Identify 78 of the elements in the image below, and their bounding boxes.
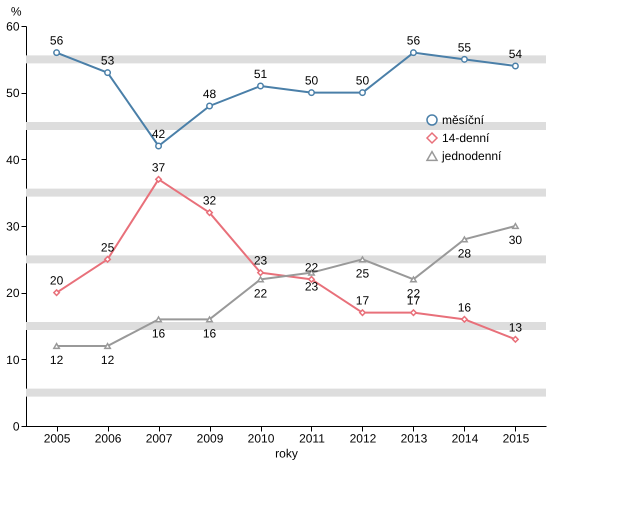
x-tick-label: 2012	[350, 432, 377, 446]
data-label: 13	[508, 320, 522, 334]
point	[410, 309, 417, 316]
data-label: 16	[458, 300, 472, 314]
data-label: 30	[508, 233, 522, 247]
point	[155, 176, 162, 183]
point	[308, 89, 315, 96]
point	[104, 69, 112, 76]
point	[155, 142, 162, 150]
data-label: 54	[508, 47, 522, 61]
point	[358, 309, 366, 316]
data-label: 25	[100, 240, 115, 254]
point	[155, 316, 162, 322]
data-label: 48	[202, 87, 217, 101]
x-tick-label: 2005	[44, 432, 71, 446]
x-tick-label: 2006	[94, 432, 122, 446]
data-label: 28	[458, 246, 472, 260]
data-label: 16	[152, 326, 166, 340]
legend-label: 14-denní	[442, 131, 490, 145]
y-tick-label: 50	[6, 86, 20, 100]
x-axis-title: roky	[275, 446, 298, 460]
y-tick-label: 10	[6, 352, 20, 367]
point	[53, 49, 60, 56]
point	[512, 62, 519, 70]
data-label: 17	[356, 294, 370, 308]
data-label: 56	[406, 34, 420, 48]
data-label: 55	[458, 40, 472, 54]
data-label: 22	[254, 286, 268, 300]
point	[410, 276, 417, 282]
point	[206, 316, 214, 322]
point	[410, 49, 417, 56]
legend-label: měsíční	[442, 113, 485, 127]
x-tick-label: 2013	[400, 432, 428, 446]
y-tick-label: 30	[6, 220, 20, 234]
data-label: 50	[356, 74, 370, 88]
data-label: 23	[304, 280, 318, 294]
data-label: 37	[152, 160, 166, 174]
point	[512, 336, 519, 343]
data-label: 22	[304, 260, 318, 274]
x-tick-label: 2010	[248, 432, 275, 446]
point	[460, 56, 468, 63]
data-label: 12	[50, 353, 64, 367]
point	[512, 222, 519, 230]
x-tick-label: 2015	[502, 432, 530, 446]
x-tick-label: 2011	[299, 432, 326, 446]
point	[460, 316, 468, 323]
x-tick-label: 2009	[196, 432, 224, 446]
x-tick-label: 2007	[146, 432, 173, 446]
point	[257, 82, 264, 90]
point	[53, 289, 60, 296]
point	[206, 102, 214, 110]
point	[104, 342, 112, 350]
y-axis-title: %	[10, 4, 22, 18]
x-tick-label: 2014	[452, 432, 479, 446]
data-label: 12	[100, 353, 115, 367]
point	[460, 236, 468, 242]
point	[206, 209, 214, 216]
point	[104, 256, 112, 263]
point	[358, 256, 366, 262]
y-tick-label: 20	[6, 286, 20, 300]
y-tick-label: 40	[6, 152, 20, 167]
data-label: 16	[202, 326, 217, 340]
data-label: 25	[356, 266, 370, 280]
y-tick-label: 60	[6, 20, 20, 34]
point	[53, 342, 60, 350]
data-label: 53	[100, 54, 115, 68]
point	[257, 276, 264, 282]
point	[358, 89, 366, 96]
data-label: 42	[152, 127, 166, 141]
data-label: 51	[254, 67, 268, 81]
data-label: 50	[304, 74, 318, 88]
data-label: 23	[254, 254, 268, 268]
point	[257, 269, 264, 276]
y-tick-label: 0	[12, 420, 20, 434]
data-label: 56	[50, 34, 64, 48]
legend-label: jednodenní	[441, 149, 502, 163]
data-label: 32	[202, 194, 217, 208]
data-label: 20	[50, 274, 64, 288]
